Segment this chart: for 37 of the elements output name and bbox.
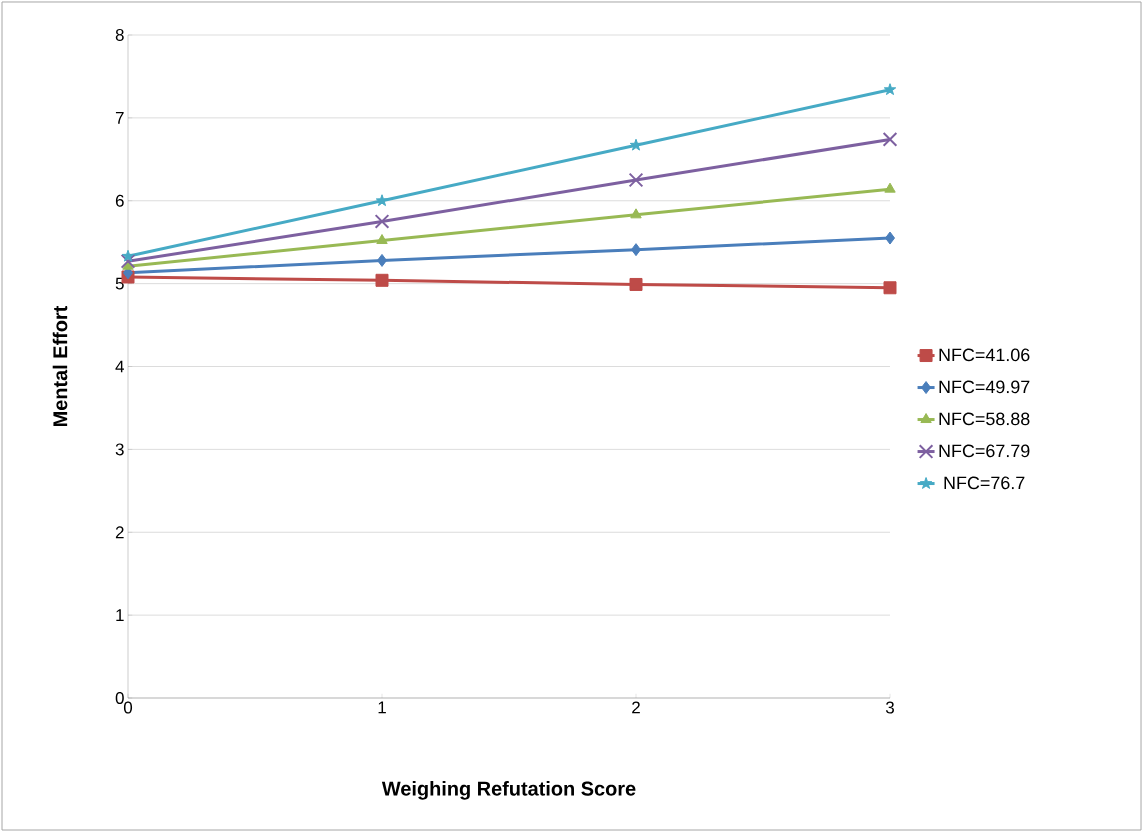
point xyxy=(629,138,643,151)
point xyxy=(120,253,136,269)
y-tick-label: 2 xyxy=(115,526,124,539)
point xyxy=(629,277,643,291)
legend-label: NFC=76.7 xyxy=(944,476,1025,490)
point xyxy=(628,172,644,188)
point xyxy=(882,132,898,147)
x-tick-label: 0 xyxy=(123,701,133,714)
legend-label: NFC=49.97 xyxy=(939,380,1030,394)
y-tick-label: 0 xyxy=(115,692,124,704)
point xyxy=(375,273,389,287)
point xyxy=(376,234,388,245)
y-tick-label: 1 xyxy=(116,609,124,621)
y-tick-label: 4 xyxy=(115,360,124,373)
legend-label: NFC=58.88 xyxy=(939,412,1030,426)
x-tick-label: 2 xyxy=(632,701,640,714)
point xyxy=(630,208,642,219)
y-axis-title: Mental Effort xyxy=(52,305,68,427)
x-tick-label: 1 xyxy=(378,701,386,714)
point xyxy=(374,214,390,229)
point xyxy=(883,281,897,295)
point xyxy=(883,83,897,96)
y-tick-label: 5 xyxy=(115,277,124,290)
x-tick-label: 3 xyxy=(885,701,894,714)
y-tick-label: 6 xyxy=(115,194,124,207)
legend-label: NFC=67.79 xyxy=(939,444,1030,458)
x-axis-title: Weighing Refutation Score xyxy=(381,781,636,800)
point xyxy=(377,253,387,267)
point xyxy=(884,182,896,193)
point xyxy=(885,231,896,245)
y-tick-label: 8 xyxy=(115,29,124,41)
legend-label: NFC=41.06 xyxy=(939,348,1030,362)
point xyxy=(375,194,389,207)
point xyxy=(631,243,641,257)
y-tick-label: 3 xyxy=(115,443,124,456)
y-tick-label: 7 xyxy=(115,112,124,124)
point xyxy=(121,249,135,262)
